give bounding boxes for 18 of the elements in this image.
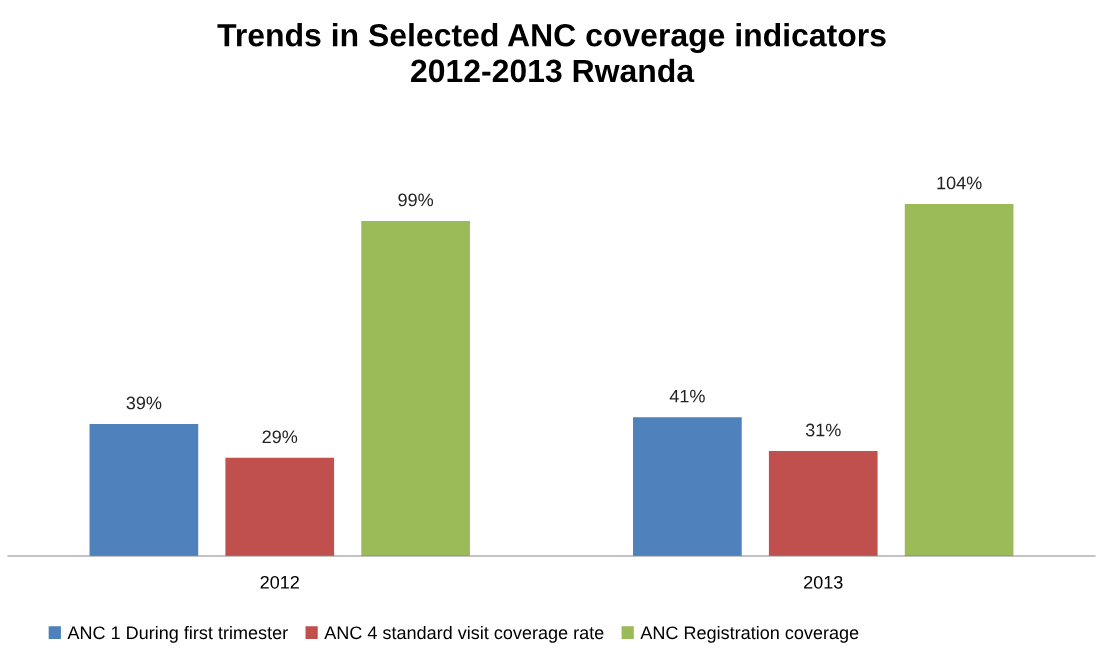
x-tick-label: 2012: [260, 575, 299, 589]
bar: [768, 451, 878, 556]
bar: [904, 204, 1014, 556]
legend-label: ANC Registration coverage: [640, 625, 859, 643]
legend-label: ANC 1 During first trimester: [67, 625, 288, 643]
data-label: 31%: [805, 423, 841, 437]
legend-label: ANC 4 standard visit coverage rate: [324, 625, 604, 643]
bar: [89, 424, 199, 556]
data-label: 41%: [669, 389, 705, 403]
data-label: 29%: [262, 430, 298, 444]
bar: [361, 220, 470, 556]
bar: [225, 457, 335, 556]
chart-title: Trends in Selected ANC coverage indicators 2012-2013 Rwanda: [217, 23, 886, 83]
data-label: 99%: [398, 193, 434, 207]
x-tick-label: 2013: [804, 575, 843, 589]
data-label: 104%: [937, 176, 982, 190]
data-label: 39%: [126, 396, 162, 410]
bar: [633, 417, 742, 556]
